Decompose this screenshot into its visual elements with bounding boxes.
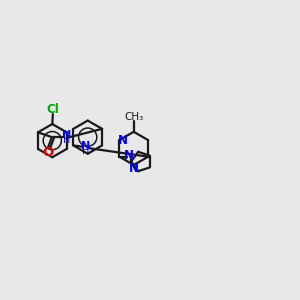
Text: N: N bbox=[81, 141, 90, 151]
Text: N: N bbox=[129, 162, 139, 175]
Text: H: H bbox=[63, 135, 70, 146]
Text: N: N bbox=[118, 134, 128, 147]
Text: Cl: Cl bbox=[46, 103, 59, 116]
Text: O: O bbox=[43, 146, 54, 159]
Text: CH₃: CH₃ bbox=[124, 112, 143, 122]
Text: N: N bbox=[62, 130, 71, 140]
Text: N: N bbox=[124, 148, 134, 162]
Text: H: H bbox=[82, 146, 89, 156]
